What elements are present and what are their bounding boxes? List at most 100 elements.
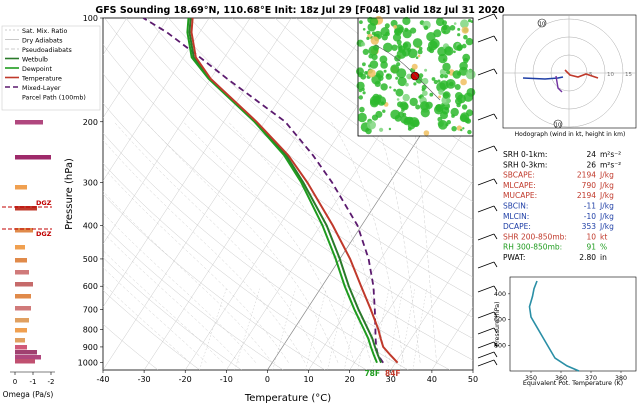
x-tick-label: 30 (386, 375, 396, 384)
satellite-cloud-blob (446, 70, 451, 75)
hodograph-trace-low (564, 69, 599, 79)
satellite-cloud-blob (457, 33, 461, 37)
omega-bar (15, 328, 27, 333)
index-unit: m²s⁻² (600, 150, 621, 159)
satellite-cloud-blob (460, 78, 467, 86)
omega-tick-label: 0 (13, 378, 17, 386)
dry-adiabat (253, 18, 473, 185)
satellite-cloud-blob (421, 77, 429, 85)
satellite-cloud-blob (391, 44, 398, 51)
satellite-cloud-blob (452, 70, 462, 79)
mixing-ratio-line (387, 288, 404, 370)
theta-e-ylabel: Pressure (hPa) (494, 301, 501, 346)
dry-adiabat (103, 102, 451, 370)
satellite-cloud-blob (397, 76, 407, 87)
omega-bar (15, 155, 51, 160)
satellite-cloud-blob (383, 42, 393, 53)
mixing-ratio-line (305, 288, 327, 370)
y-tick-label: 900 (83, 343, 98, 352)
satellite-cloud-blob (467, 129, 472, 135)
index-label: SRH 0-1km: (503, 150, 547, 159)
satellite-cloud-blob (460, 128, 463, 132)
index-value: -11 (584, 202, 596, 211)
satellite-cloud-blob (366, 36, 370, 41)
theta-e-x-tick-label: 380 (615, 375, 627, 382)
dry-adiabat (103, 73, 473, 361)
y-axis-label: Pressure (hPa) (64, 158, 75, 230)
isotherm (103, 18, 292, 308)
satellite-cloud-blob (431, 77, 436, 81)
dgz-label-bottom: DGZ (36, 230, 52, 238)
satellite-cloud-blob (402, 16, 411, 26)
index-label: MUCAPE: (503, 191, 537, 200)
theta-e-panel: 350 360 370 380 400 600 800 Equivalent Pot. Tem… (494, 276, 637, 387)
satellite-cloud-blob (444, 106, 449, 111)
index-unit: kt (600, 232, 607, 241)
dry-adiabat (103, 290, 200, 370)
satellite-cloud-blob (425, 101, 433, 110)
wind-barb-staff (477, 327, 495, 335)
satellite-cloud-blob (362, 62, 366, 67)
omega-bar (15, 306, 31, 311)
satellite-cloud-blob (468, 19, 472, 23)
satellite-cloud-blob (383, 69, 387, 73)
satellite-cloud-blob (439, 74, 445, 79)
theta-e-x-tick-label: 350 (525, 375, 537, 382)
y-tick-label: 600 (83, 282, 98, 291)
pseudoadiabat (113, 121, 322, 363)
pseudoadiabat (183, 121, 355, 363)
satellite-cloud-blob (451, 126, 457, 132)
wind-barb-flag (493, 341, 498, 348)
index-unit: J/kg (599, 171, 614, 180)
satellite-cloud-blob (438, 53, 448, 64)
x-tick-label: 10 (303, 375, 313, 384)
hodograph-trace-mid (555, 75, 563, 93)
satellite-cloud-blob (397, 111, 405, 118)
omega-bar (15, 270, 29, 275)
satellite-cloud-blob (450, 107, 459, 117)
legend-label-7: Parcel Path (100mb) (22, 95, 86, 102)
wind-barb-flag (493, 359, 498, 366)
satellite-cloud-blob (404, 27, 409, 32)
omega-bar (15, 338, 25, 343)
satellite-cloud-blob (429, 92, 434, 97)
y-tick-label: 200 (83, 118, 98, 127)
omega-bar (15, 120, 43, 125)
isotherm (103, 18, 333, 370)
index-unit: J/kg (599, 181, 614, 190)
satellite-cloud-blob (427, 40, 438, 51)
satellite-cloud-blob (442, 62, 451, 72)
pseudoadiabat (103, 167, 289, 363)
satellite-cloud-blob (454, 84, 461, 90)
hodograph-trace-upper (522, 76, 564, 80)
satellite-cloud-blob (412, 38, 423, 48)
satellite-cloud-blob (359, 106, 365, 113)
satellite-cloud-blob (420, 108, 430, 118)
index-unit: J/kg (599, 202, 614, 211)
satellite-cloud-blob (396, 98, 400, 101)
satellite-cloud-blob (446, 120, 451, 125)
dry-adiabat (168, 18, 473, 258)
dry-adiabat (104, 18, 473, 318)
dry-adiabat (125, 18, 473, 298)
wind-barbs (477, 13, 498, 367)
satellite-cloud-blob (449, 25, 456, 31)
index-value: -10 (584, 212, 596, 221)
omega-bar (15, 294, 31, 299)
index-label: SRH 0-3km: (503, 160, 547, 169)
wind-barb-flag (493, 261, 498, 268)
pseudoadiabat (103, 232, 240, 363)
index-unit: J/kg (599, 212, 614, 221)
mixing-ratio-line (234, 288, 260, 370)
satellite-cloud-blob (393, 88, 397, 92)
index-unit: % (600, 243, 607, 252)
isotherm (103, 18, 251, 245)
index-unit: J/kg (599, 222, 614, 231)
dry-adiabat (210, 18, 473, 221)
index-label: MLCAPE: (503, 181, 536, 190)
wind-barb-staff (477, 205, 495, 213)
satellite-cloud-blob (359, 20, 363, 24)
dry-adiabat (103, 323, 159, 370)
x-tick-label: 50 (468, 375, 478, 384)
satellite-cloud-blob (380, 27, 390, 36)
